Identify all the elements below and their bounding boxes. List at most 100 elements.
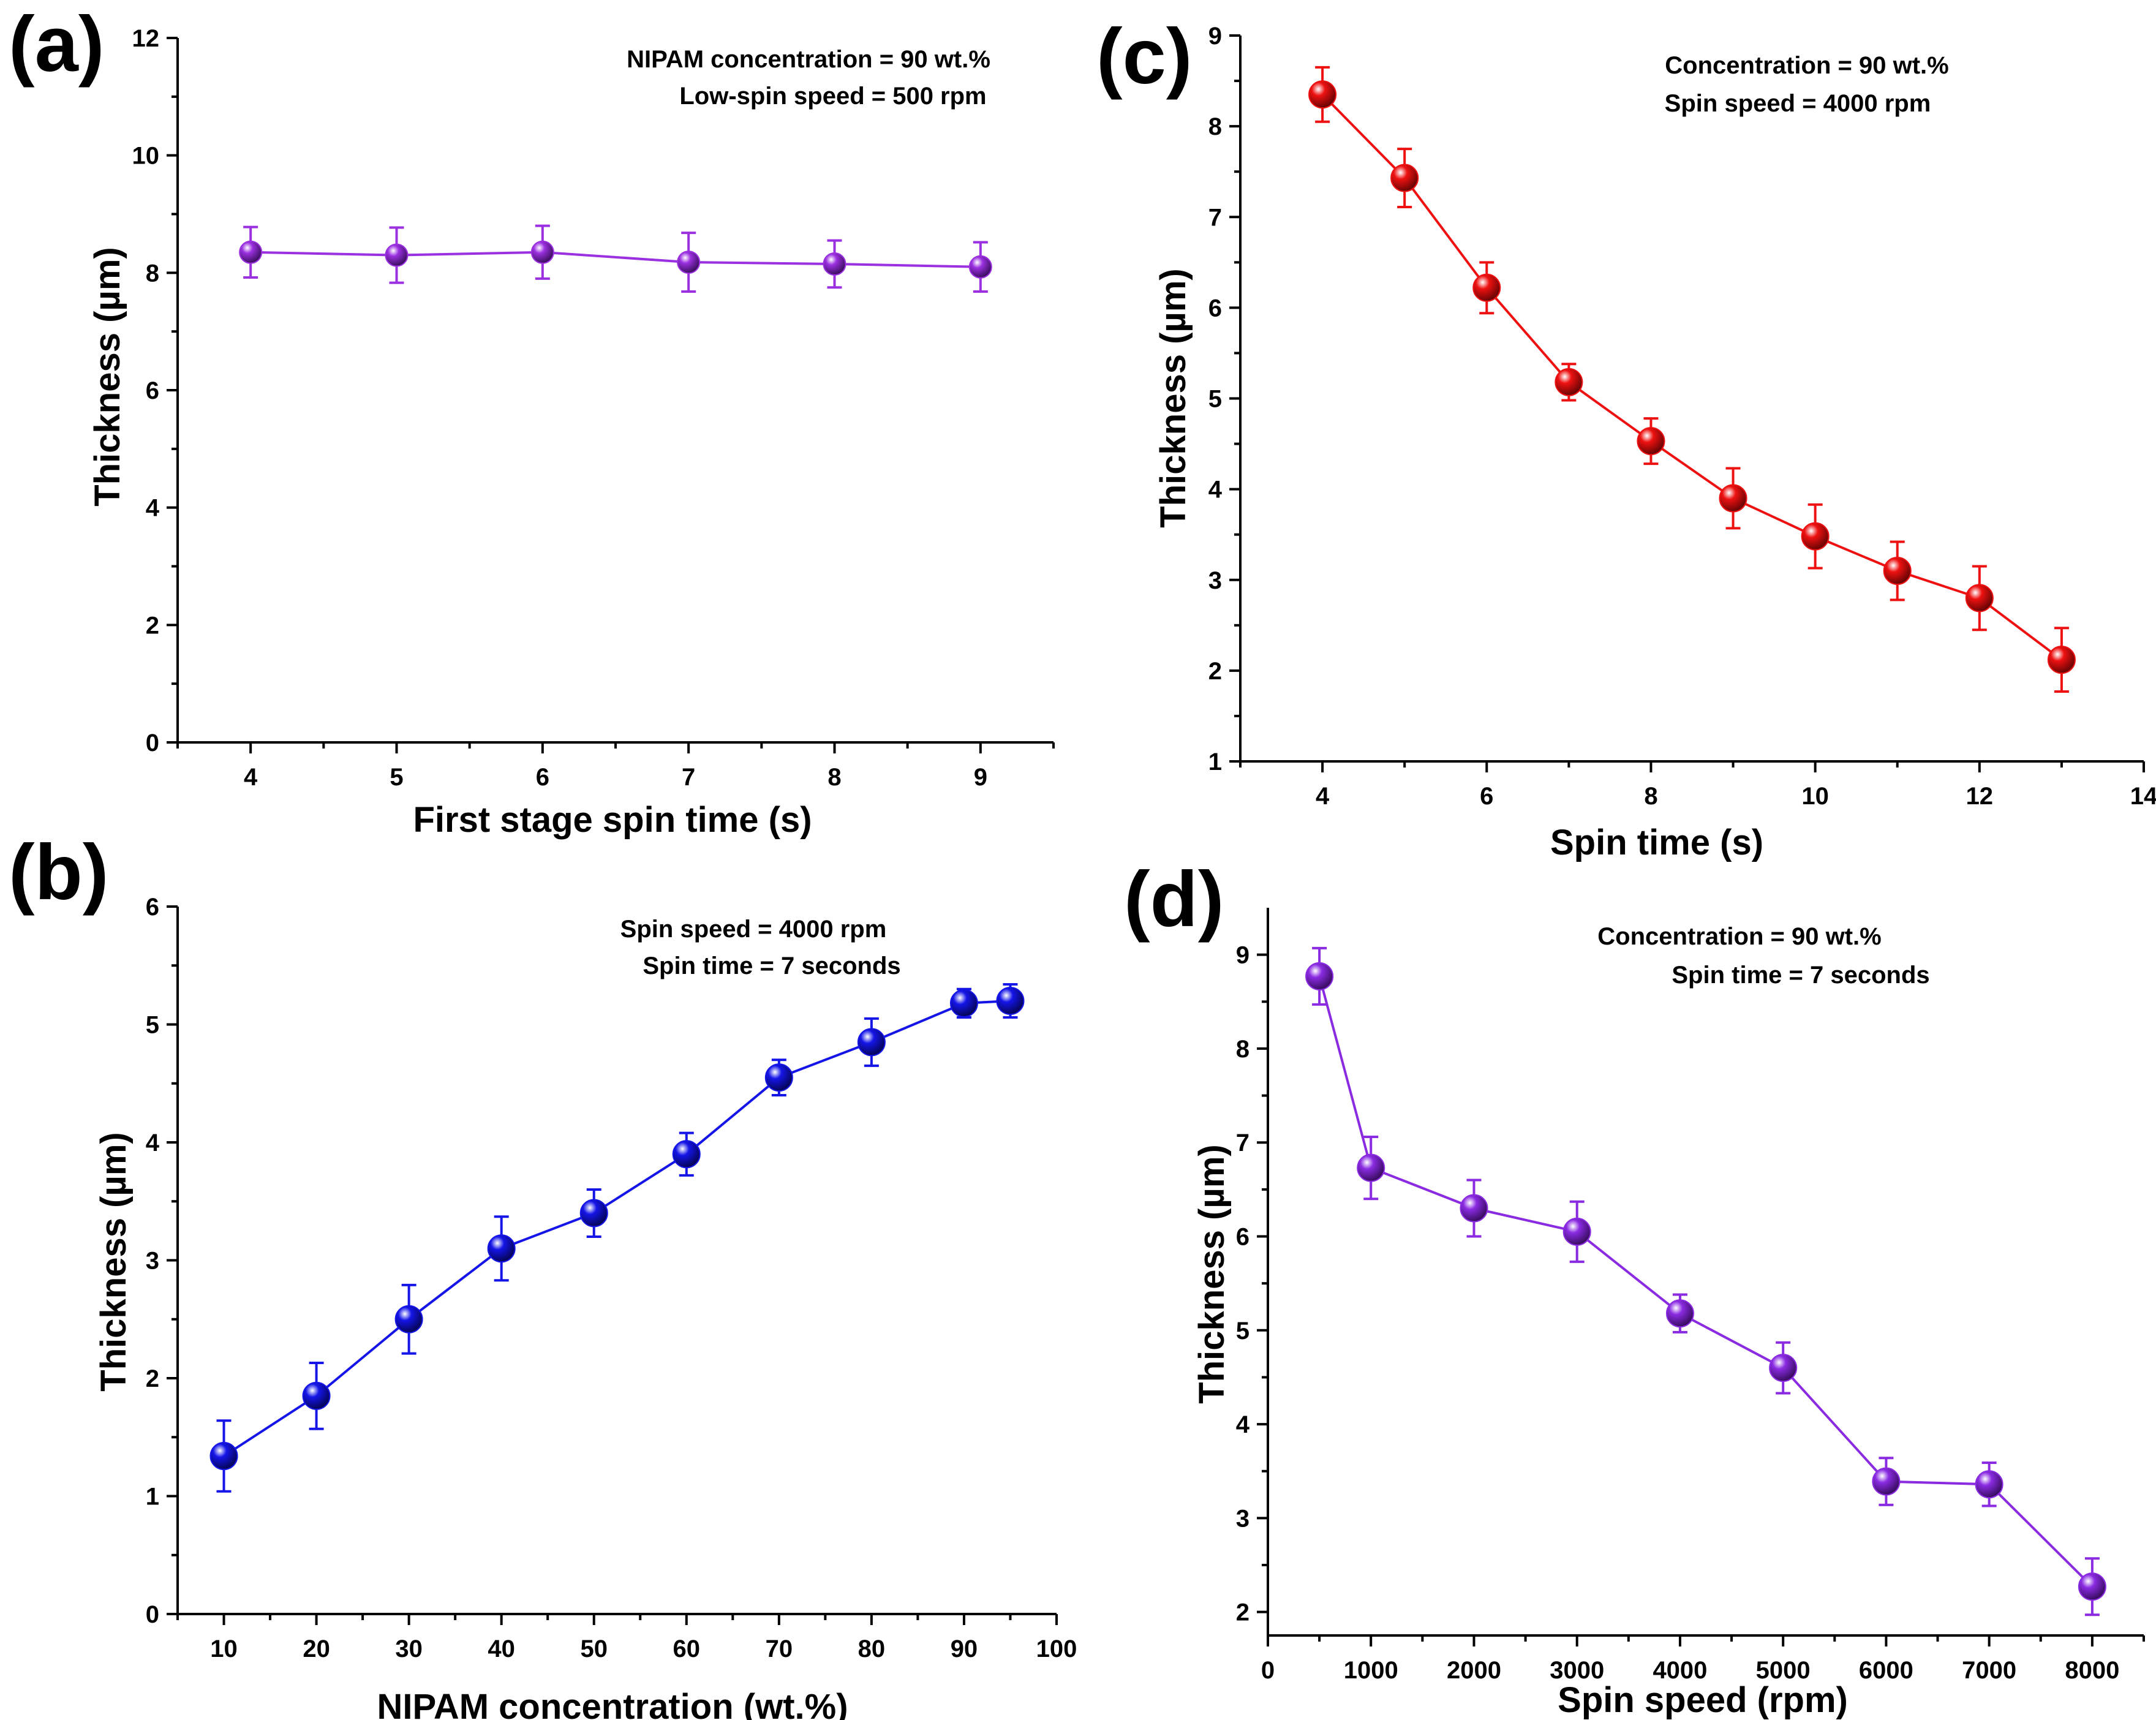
y-tick-label: 1 — [146, 1484, 159, 1511]
annotation-line-2: Spin speed = 4000 rpm — [1665, 90, 1931, 117]
x-tick-label: 7 — [682, 764, 695, 791]
x-tick-label: 5000 — [1756, 1657, 1811, 1684]
y-tick-label: 4 — [1208, 477, 1223, 504]
x-tick-label: 7000 — [1962, 1657, 2016, 1684]
annotation-line-2: Spin time = 7 seconds — [643, 952, 900, 979]
panel-label: (a) — [9, 1, 104, 88]
y-tick-label: 7 — [1236, 1130, 1250, 1156]
data-point — [579, 1199, 608, 1228]
annotation-line-1: Spin speed = 4000 rpm — [620, 916, 887, 943]
y-tick-label: 3 — [1236, 1505, 1250, 1532]
y-axis-title: Thickness (µm) — [1192, 1144, 1232, 1403]
data-point — [857, 1028, 886, 1057]
x-tick-label: 5 — [390, 764, 403, 791]
y-tick-label: 3 — [146, 1248, 159, 1275]
panel-a: (a) NIPAM concentration = 90 wt.% Low-sp… — [9, 1, 1055, 840]
x-axis-title: Spin time (s) — [1550, 823, 1763, 862]
x-tick-label: 100 — [1036, 1635, 1077, 1662]
plot-area: 10 20 30 40 50 60 70 80 90 100 0 1 2 3 4 5 6 — [146, 894, 1077, 1662]
y-axis-title: Thickness (µm) — [94, 1132, 134, 1391]
data-point — [1801, 522, 1830, 551]
y-tick-label: 4 — [146, 495, 160, 522]
x-tick-label: 9 — [974, 764, 987, 791]
y-axis-title: Thickness (µm) — [1153, 268, 1193, 527]
data-point — [530, 240, 554, 264]
x-tick-label: 30 — [395, 1635, 423, 1662]
data-point — [1460, 1194, 1488, 1223]
annotation-line-1: NIPAM concentration = 90 wt.% — [627, 46, 990, 73]
x-tick-label: 80 — [858, 1635, 886, 1662]
data-point — [209, 1442, 238, 1471]
x-tick-label: 4000 — [1653, 1657, 1707, 1684]
x-tick-label: 6000 — [1859, 1657, 1913, 1684]
x-tick-label: 90 — [951, 1635, 978, 1662]
x-axis-title: First stage spin time (s) — [413, 800, 812, 840]
x-tick-label: 6 — [1480, 783, 1493, 810]
x-axis-title: NIPAM concentration (wt.%) — [377, 1687, 848, 1720]
x-tick-label: 3000 — [1550, 1657, 1604, 1684]
y-tick-label: 7 — [1208, 204, 1222, 231]
y-tick-label: 6 — [146, 894, 159, 921]
x-tick-label: 8000 — [2065, 1657, 2119, 1684]
x-tick-label: 10 — [210, 1635, 238, 1662]
series-line — [251, 251, 981, 268]
x-tick-label: 12 — [1966, 783, 1994, 810]
y-tick-label: 5 — [146, 1012, 159, 1039]
annotation-line-2: Spin time = 7 seconds — [1672, 962, 1929, 989]
x-tick-label: 40 — [488, 1635, 515, 1662]
x-tick-label: 10 — [1801, 783, 1829, 810]
data-point — [1472, 273, 1501, 302]
x-axis-title: Spin speed (rpm) — [1558, 1680, 1848, 1720]
plot-area: 4 5 6 7 8 9 0 2 4 6 8 10 12 — [132, 25, 1055, 791]
x-tick-label: 4 — [1316, 783, 1330, 810]
y-tick-label: 2 — [1208, 658, 1222, 685]
data-point — [1975, 1470, 2003, 1499]
data-point — [1390, 164, 1419, 192]
x-tick-label: 2000 — [1447, 1657, 1501, 1684]
data-point — [677, 251, 701, 274]
data-point — [1883, 556, 1912, 585]
data-point — [487, 1234, 516, 1263]
y-tick-label: 8 — [1236, 1036, 1250, 1063]
y-tick-label: 9 — [1236, 942, 1250, 969]
data-point — [2047, 646, 2076, 674]
y-tick-label: 8 — [146, 260, 159, 287]
data-point — [968, 255, 992, 279]
x-tick-label: 6 — [536, 764, 549, 791]
panel-c: (c) Concentration = 90 wt.% Spin speed =… — [1096, 13, 2156, 862]
data-point — [1719, 484, 1747, 513]
y-tick-label: 2 — [146, 1365, 159, 1392]
data-point — [1305, 962, 1334, 990]
panel-b: (b) Spin speed = 4000 rpm Spin time = 7 … — [9, 829, 1077, 1720]
panel-d: (d) Concentration = 90 wt.% Spin time = … — [1124, 856, 2145, 1720]
panel-label: (d) — [1124, 856, 1224, 943]
y-tick-label: 0 — [146, 1601, 159, 1628]
x-tick-label: 50 — [580, 1635, 608, 1662]
data-point — [1357, 1153, 1385, 1182]
y-tick-label: 6 — [1208, 295, 1222, 322]
data-point — [394, 1305, 423, 1333]
data-point — [823, 252, 846, 276]
x-tick-label: 8 — [1644, 783, 1657, 810]
y-tick-label: 5 — [1236, 1318, 1250, 1345]
annotation-line-1: Concentration = 90 wt.% — [1665, 52, 1948, 79]
data-point — [302, 1381, 331, 1410]
y-tick-label: 10 — [132, 143, 160, 170]
y-tick-label: 3 — [1208, 567, 1222, 594]
y-tick-label: 2 — [1236, 1599, 1250, 1626]
y-tick-label: 0 — [146, 730, 159, 756]
data-point — [2078, 1572, 2106, 1601]
x-tick-label: 70 — [766, 1635, 793, 1662]
data-point — [1769, 1354, 1798, 1382]
x-tick-label: 4 — [244, 764, 258, 791]
y-tick-label: 6 — [146, 377, 159, 404]
data-point — [239, 240, 263, 264]
series-line — [223, 1000, 1011, 1457]
series-line — [1321, 93, 2063, 661]
annotation-line-1: Concentration = 90 wt.% — [1597, 923, 1881, 950]
data-point — [1562, 1217, 1591, 1246]
x-tick-label: 0 — [1261, 1657, 1275, 1684]
y-tick-label: 4 — [146, 1130, 160, 1156]
data-point — [1308, 80, 1337, 109]
